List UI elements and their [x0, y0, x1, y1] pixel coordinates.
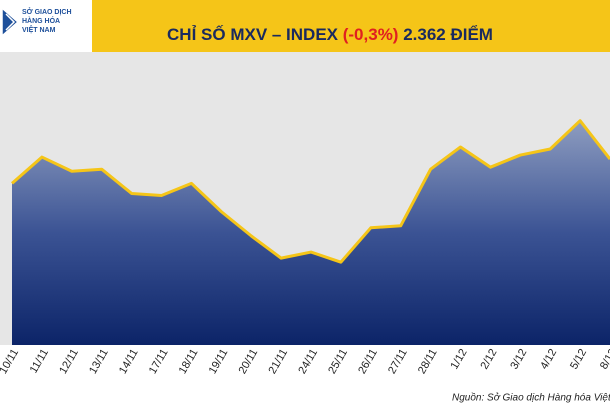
- title-suffix: 2.362 ĐIỂM: [398, 25, 493, 44]
- source: Nguồn: Sở Giao dịch Hàng hóa Việt N: [452, 392, 610, 404]
- logo-icon: [1, 6, 20, 38]
- logo-text: VIỆT NAM: [22, 25, 56, 34]
- line: [11, 119, 610, 264]
- logo-text: HÀNG HÓA: [22, 16, 60, 25]
- x-tick-label: 8/12: [598, 347, 610, 372]
- area: [12, 120, 610, 345]
- header: [0, 0, 610, 52]
- title-change: (-0,3%): [343, 25, 399, 44]
- title-prefix: CHỈ SỐ MXV – INDEX: [167, 24, 343, 44]
- chart-title: CHỈ SỐ MXV – INDEX (-0,3%) 2.362 ĐIỂM: [167, 24, 493, 44]
- logo-box: [0, 0, 92, 52]
- logo-text: SỞ GIAO DỊCH: [22, 7, 72, 16]
